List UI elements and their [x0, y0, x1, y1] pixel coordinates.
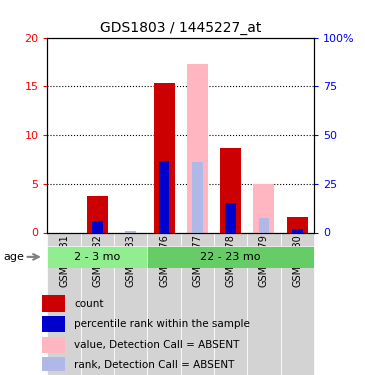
Bar: [47, 232, 81, 375]
Bar: [181, 232, 214, 375]
Bar: [287, 217, 308, 232]
Text: 22 - 23 mo: 22 - 23 mo: [200, 252, 261, 262]
Text: value, Detection Call = ABSENT: value, Detection Call = ABSENT: [74, 340, 239, 350]
Bar: [154, 83, 174, 232]
Text: age: age: [4, 252, 24, 262]
Bar: [259, 218, 269, 232]
Bar: [281, 232, 314, 375]
Bar: [147, 232, 181, 375]
Bar: [253, 184, 274, 232]
Text: rank, Detection Call = ABSENT: rank, Detection Call = ABSENT: [74, 360, 235, 370]
Text: percentile rank within the sample: percentile rank within the sample: [74, 319, 250, 329]
Bar: [247, 232, 281, 375]
Title: GDS1803 / 1445227_at: GDS1803 / 1445227_at: [100, 21, 261, 35]
Bar: [114, 232, 147, 375]
Bar: [81, 232, 114, 375]
Bar: [147, 246, 314, 268]
Bar: [187, 64, 208, 232]
Bar: [214, 232, 247, 375]
Bar: [159, 161, 169, 232]
Bar: [42, 296, 65, 312]
Bar: [42, 316, 65, 333]
Bar: [126, 231, 136, 232]
Bar: [192, 162, 203, 232]
Bar: [92, 221, 103, 232]
Bar: [292, 229, 303, 232]
Bar: [87, 196, 108, 232]
Text: count: count: [74, 298, 104, 309]
Bar: [225, 203, 236, 232]
Bar: [220, 148, 241, 232]
Bar: [47, 246, 147, 268]
Bar: [42, 337, 65, 353]
Text: 2 - 3 mo: 2 - 3 mo: [74, 252, 120, 262]
Bar: [42, 357, 65, 374]
